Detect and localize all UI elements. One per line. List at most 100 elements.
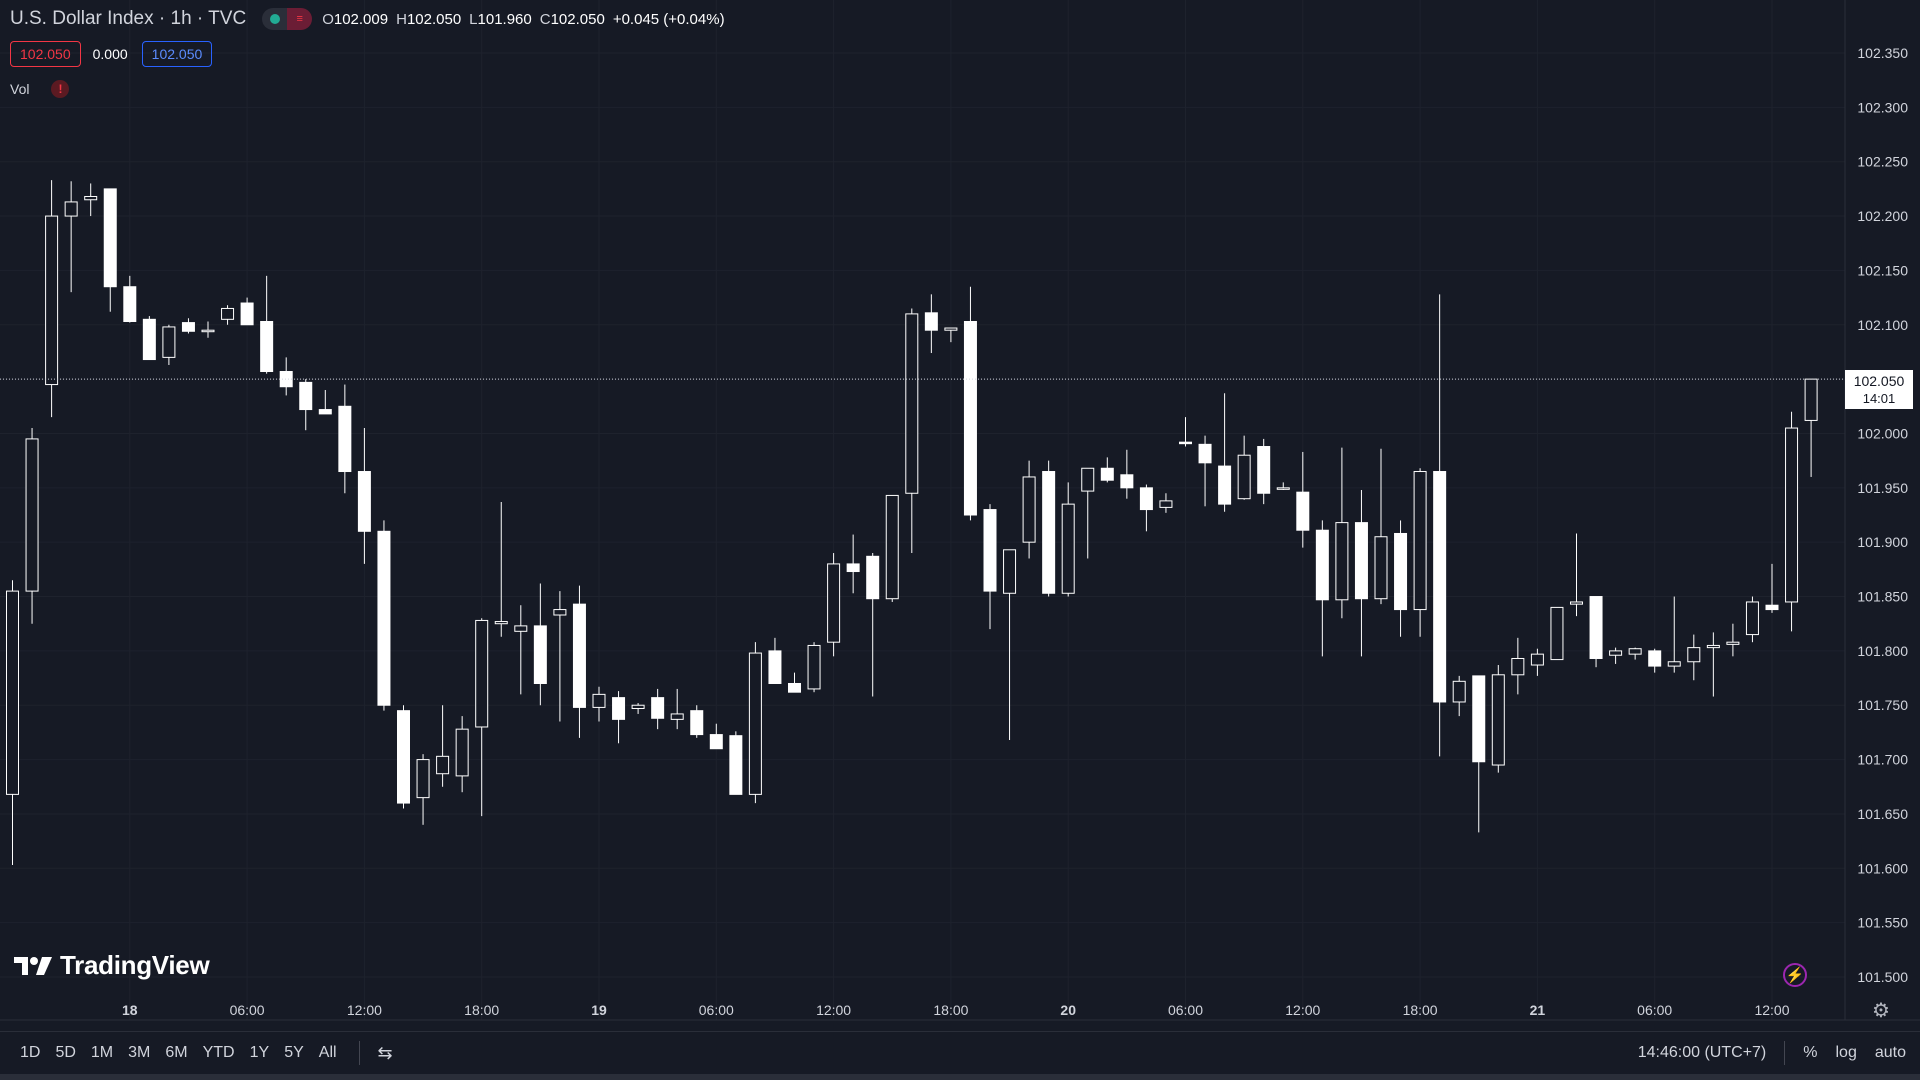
candle-body-down <box>1120 474 1134 489</box>
candle-body-down <box>1765 604 1779 611</box>
candle-body-up <box>1570 601 1583 605</box>
tradingview-logo[interactable]: TradingView <box>14 950 210 981</box>
candle-body-up <box>1511 657 1525 676</box>
goto-date-icon[interactable]: ⇆ <box>377 1042 393 1063</box>
candle-body-down <box>1100 467 1114 481</box>
candle-body-up <box>1530 653 1544 666</box>
candle-body-down <box>729 735 743 795</box>
price-tick-label: 102.350 <box>1857 45 1908 61</box>
candle-body-up <box>201 329 215 333</box>
candle-body-up <box>1745 601 1759 636</box>
candle-body-down <box>612 697 626 720</box>
low-label: L <box>469 10 478 28</box>
buy-price[interactable]: 102.050 <box>141 41 213 67</box>
range-1d[interactable]: 1D <box>20 1044 41 1061</box>
range-all[interactable]: All <box>318 1044 337 1061</box>
percent-scale-toggle[interactable]: % <box>1803 1044 1818 1061</box>
candle-body-down <box>1648 650 1662 667</box>
candle-body-down <box>397 710 410 804</box>
price-tick-label: 101.850 <box>1857 589 1908 605</box>
range-1y[interactable]: 1Y <box>249 1044 270 1061</box>
settings-icon[interactable]: ⚙ <box>1872 1000 1890 1022</box>
warning-icon[interactable]: ! <box>51 80 70 98</box>
candles <box>6 180 1818 866</box>
volume-label[interactable]: Vol <box>10 81 30 97</box>
candle-body-up <box>494 621 508 625</box>
candle-body-down <box>1472 675 1486 763</box>
time-tick-label: 12:00 <box>347 1002 382 1018</box>
time-axis[interactable]: 18 06:00 12:00 18:00 19 06:00 12:00 18:00 20 06:0… <box>0 1002 1920 1021</box>
price-tick-label: 101.750 <box>1857 697 1908 713</box>
candle-body-up <box>807 644 821 690</box>
price-axis[interactable]: 102.350 102.300 102.250 102.200 102.150 102.1… <box>1844 0 1908 1020</box>
bottom-strip <box>0 1074 1920 1080</box>
low-value: 101.960 <box>477 10 532 28</box>
range-5d[interactable]: 5D <box>55 1044 76 1061</box>
candle-body-up <box>1335 522 1349 601</box>
candle-body-down <box>1315 529 1329 601</box>
candle-body-down <box>788 682 801 693</box>
price-tick-label: 102.200 <box>1857 208 1908 224</box>
price-tick-label: 101.800 <box>1857 643 1908 659</box>
candle-body-up <box>1628 648 1642 655</box>
candle-body-up <box>514 625 528 632</box>
candle-body-down <box>768 650 782 684</box>
candle-body-down <box>690 710 704 736</box>
price-tick-label: 101.550 <box>1857 915 1908 931</box>
candle-body-up <box>1785 427 1799 603</box>
price-tick-label: 102.100 <box>1857 317 1908 333</box>
price-tick-label: 101.950 <box>1857 480 1908 496</box>
high-label: H <box>396 10 407 28</box>
candle-body-up <box>416 759 430 799</box>
market-status-toggle[interactable]: ≡ <box>262 8 313 30</box>
change-value: +0.045 (+0.04%) <box>612 10 725 28</box>
price-tick-label: 101.900 <box>1857 534 1908 550</box>
sell-price[interactable]: 102.050 <box>10 41 81 67</box>
price-tick-label: 101.500 <box>1857 969 1908 985</box>
range-ytd[interactable]: YTD <box>202 1044 235 1061</box>
open-value: 102.009 <box>333 10 389 28</box>
candle-body-up <box>455 728 469 777</box>
ohlc-values: O102.009 H102.050 L101.960 C102.050 +0.0… <box>322 11 724 28</box>
close-value: 102.050 <box>550 10 605 28</box>
candle-body-up <box>221 307 235 320</box>
symbol-title[interactable]: U.S. Dollar Index · 1h · TVC <box>10 8 247 29</box>
range-5y[interactable]: 5Y <box>284 1044 304 1061</box>
time-tick-label: 06:00 <box>699 1002 734 1018</box>
candle-body-up <box>885 494 899 600</box>
range-3m[interactable]: 3M <box>128 1044 151 1061</box>
time-tick-label: 18 <box>122 1002 138 1018</box>
candle-body-up <box>1081 467 1095 492</box>
candle-body-up <box>1003 549 1017 594</box>
logo-text: TradingView <box>60 950 210 980</box>
candle-body-down <box>924 312 938 331</box>
timezone-clock[interactable]: 14:46:00 (UTC+7) <box>1637 1044 1767 1061</box>
range-1m[interactable]: 1M <box>90 1044 114 1061</box>
candle-body-down <box>651 697 665 719</box>
range-6m[interactable]: 6M <box>165 1044 188 1061</box>
candle-body-down <box>181 322 195 332</box>
candle-body-up <box>475 619 489 728</box>
candle-body-up <box>631 704 645 709</box>
candle-body-down <box>103 188 117 288</box>
price-tick-label: 102.250 <box>1857 154 1908 170</box>
log-scale-toggle[interactable]: log <box>1835 1044 1857 1061</box>
auto-scale-toggle[interactable]: auto <box>1874 1044 1906 1061</box>
candle-body-down <box>1257 446 1271 494</box>
candle-body-down <box>318 409 332 415</box>
price-tick-label: 101.650 <box>1857 806 1908 822</box>
candle-body-up <box>827 563 841 643</box>
candle-body-down <box>1354 522 1368 600</box>
symbol-legend: U.S. Dollar Index · 1h · TVC ≡ O102.009 … <box>10 8 725 30</box>
candle-body-up <box>84 195 98 201</box>
market-open-icon <box>262 8 288 30</box>
candle-body-up <box>553 609 567 616</box>
open-label: O <box>322 10 334 28</box>
time-tick-label: 21 <box>1530 1002 1546 1018</box>
candle-body-down <box>1179 441 1192 445</box>
time-tick-label: 12:00 <box>1285 1002 1320 1018</box>
lightning-icon[interactable]: ⚡ <box>1783 963 1807 987</box>
volume-legend: Vol ! <box>10 80 70 98</box>
toolbar-divider-right <box>1784 1041 1786 1065</box>
